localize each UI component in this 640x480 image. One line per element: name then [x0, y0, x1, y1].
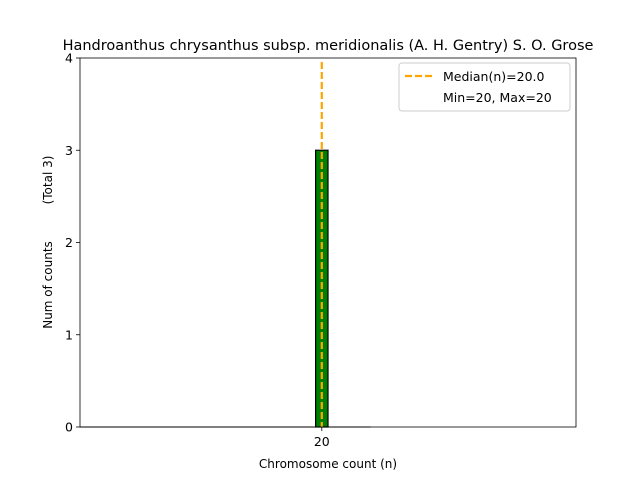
legend-box: [398, 62, 571, 112]
x-tick-label: 20: [314, 434, 330, 449]
plot-area: [79, 57, 577, 428]
chart-title: Handroanthus chrysanthus subsp. meridion…: [63, 38, 594, 54]
y-axis-label: Num of counts: [41, 241, 55, 329]
y-tick-label: 0: [65, 420, 73, 435]
y-tick-label: 3: [65, 143, 73, 158]
legend-entry-min-max: Min=20, Max=20: [443, 90, 552, 105]
y-tick-label: 4: [65, 51, 73, 66]
y-axis-ticks: 0 1 2 3 4: [65, 51, 80, 435]
y-tick-label: 2: [65, 235, 73, 250]
legend: Median(n)=20.0 Min=20, Max=20: [398, 62, 571, 112]
legend-entry-median: Median(n)=20.0: [443, 69, 544, 84]
y-axis-total-label: (Total 3): [41, 156, 55, 205]
x-axis-label: Chromosome count (n): [259, 457, 397, 471]
y-tick-label: 1: [65, 327, 73, 342]
x-axis-ticks: 20: [314, 427, 330, 449]
